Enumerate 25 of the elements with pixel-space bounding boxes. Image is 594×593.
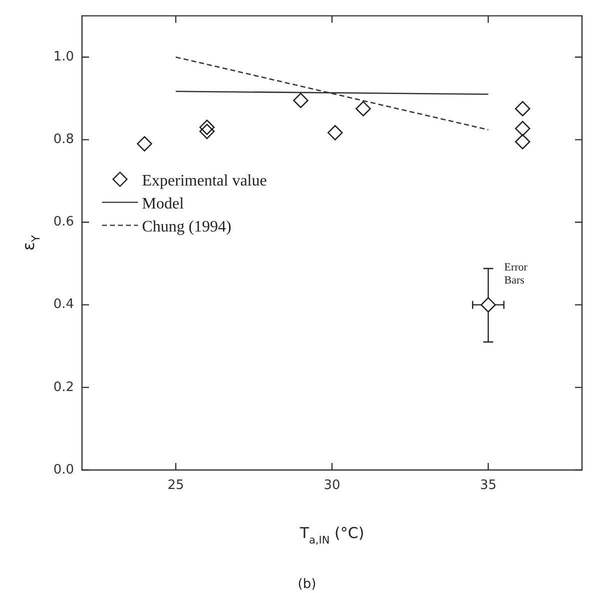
y-tick-label: 0.6	[53, 214, 74, 230]
y-tick-label: 1.0	[53, 49, 74, 64]
point	[480, 297, 496, 312]
point	[514, 134, 530, 150]
y-tick-label: 0.0	[53, 462, 74, 478]
y-tick-label: 0.8	[53, 132, 74, 148]
x-tick-label: 25	[167, 478, 184, 494]
point	[514, 101, 530, 116]
point	[199, 120, 215, 135]
x-tick-label: 30	[324, 478, 340, 494]
point	[199, 124, 215, 140]
point	[514, 120, 530, 136]
legend-label: Chung (1994)	[142, 218, 232, 236]
x-tick-label: 35	[480, 478, 497, 494]
legend-label: Experimental value	[142, 172, 267, 190]
point	[356, 101, 371, 116]
y-tick-label: 0.2	[53, 380, 74, 395]
y-tick-label: 0.4	[53, 297, 74, 312]
point	[293, 92, 308, 108]
point	[136, 136, 152, 152]
annotation: Error Bars	[504, 262, 528, 286]
point	[327, 125, 343, 140]
text: (b)	[298, 577, 316, 592]
y-axis-title: εY	[19, 234, 43, 251]
legend-label: Model	[142, 195, 184, 212]
